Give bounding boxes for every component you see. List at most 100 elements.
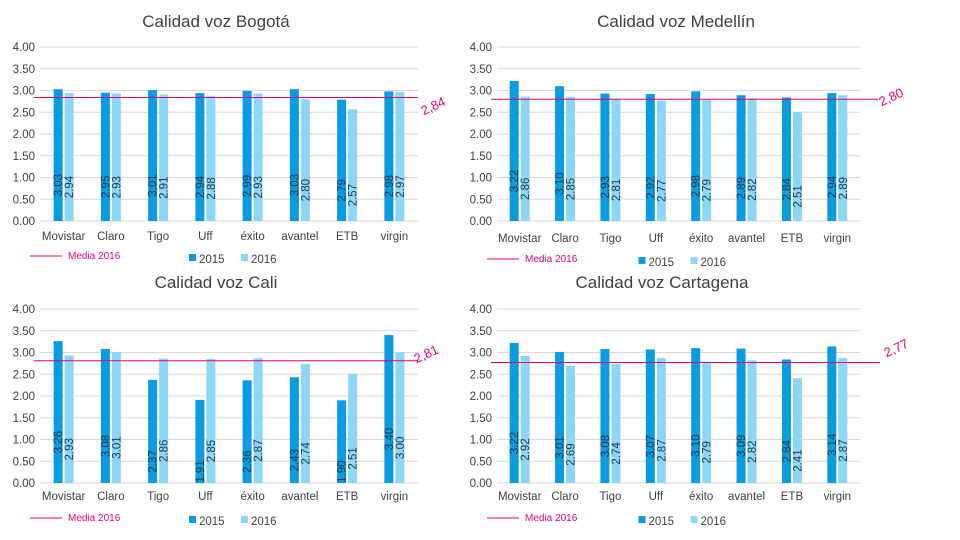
- data-label: 3.10: [555, 172, 567, 194]
- data-label: 1.90: [337, 460, 349, 482]
- bar-2015: [555, 352, 565, 483]
- chart-panel-2: Calidad voz Medellín 0.00 0.50 1.00 1.50 2.00…: [470, 12, 906, 269]
- category-label: Movistar: [42, 491, 86, 503]
- category-label: Uff: [198, 491, 213, 503]
- bar-2016: [253, 358, 263, 483]
- chart-panel-4: Calidad voz Cartagena 0.00 0.50 1.00 1.50 2.0…: [470, 273, 911, 528]
- category-label: virgin: [381, 231, 408, 243]
- bar-2015: [600, 93, 610, 221]
- chart-panel-1: Calidad voz Bogotá 0.00 0.50 1.00 1.50 2.00 2.…: [13, 12, 448, 266]
- data-label: 2.85: [206, 440, 218, 462]
- data-label: 3.01: [148, 174, 160, 196]
- category-label: Uff: [649, 233, 664, 245]
- bar-2016: [520, 96, 530, 221]
- legend-swatch-2016: [690, 257, 698, 264]
- legend-swatch-2015: [189, 516, 196, 523]
- y-tick-label: 3.50: [470, 64, 492, 76]
- mean-value-label: 2,77: [881, 336, 910, 360]
- data-label: 2.51: [792, 185, 804, 207]
- category-label: Tigo: [599, 491, 621, 503]
- data-label: 2.82: [747, 440, 759, 462]
- data-label: 3.14: [827, 433, 839, 456]
- bar-2016: [747, 360, 757, 483]
- legend-swatch-2016: [241, 516, 248, 523]
- bar-2016: [702, 361, 712, 483]
- y-tick-label: 1.00: [13, 173, 35, 185]
- bar-2016: [159, 94, 169, 221]
- category-label: éxito: [689, 233, 713, 245]
- bar-2016: [838, 358, 848, 483]
- data-label: 2.87: [838, 439, 850, 461]
- category-label: avantel: [728, 233, 765, 245]
- chart-panel-3: Calidad voz Cali 0.00 0.50 1.00 1.50 2.00 2.50…: [13, 273, 441, 528]
- data-label: 3.22: [509, 170, 521, 192]
- data-label: 2.74: [300, 442, 312, 465]
- y-tick-label: 2.00: [13, 129, 35, 141]
- legend-label-2015: 2015: [649, 516, 675, 528]
- category-label: ETB: [781, 233, 804, 245]
- bar-2016: [566, 365, 576, 483]
- bar-2015: [781, 359, 791, 483]
- y-tick-label: 1.50: [470, 413, 492, 425]
- bar-2015: [195, 399, 205, 483]
- bar-2016: [206, 359, 216, 483]
- chart-title: Calidad voz Cartagena: [576, 273, 749, 292]
- mean-value-label: 2,84: [418, 94, 447, 118]
- category-label: Claro: [551, 491, 578, 503]
- category-label: virgin: [824, 491, 851, 503]
- bar-2016: [395, 352, 405, 483]
- category-label: avantel: [281, 491, 318, 503]
- data-label: 2.92: [645, 176, 657, 198]
- data-label: 2.74: [611, 442, 623, 465]
- data-label: 2.41: [792, 449, 804, 471]
- bar-2015: [827, 346, 837, 483]
- y-tick-label: 2.00: [470, 391, 492, 403]
- y-tick-label: 1.50: [470, 151, 492, 163]
- data-label: 2.97: [395, 175, 407, 197]
- bar-2015: [148, 379, 158, 483]
- bar-2016: [206, 95, 216, 221]
- legend-label-2016: 2016: [701, 257, 727, 269]
- category-label: éxito: [240, 491, 264, 503]
- legend-label-2015: 2015: [199, 254, 225, 266]
- category-label: Movistar: [42, 231, 86, 243]
- bar-2016: [64, 355, 74, 483]
- category-label: ETB: [336, 231, 359, 243]
- y-tick-label: 3.00: [13, 348, 35, 360]
- bar-2016: [702, 99, 712, 221]
- category-label: ETB: [336, 491, 359, 503]
- y-tick-label: 4.00: [13, 42, 35, 54]
- bar-2015: [53, 341, 63, 483]
- data-label: 2.84: [781, 439, 793, 462]
- y-tick-label: 2.50: [470, 107, 492, 119]
- y-tick-label: 2.50: [13, 369, 35, 381]
- legend-label-2015: 2015: [199, 516, 225, 528]
- category-label: Movistar: [498, 491, 542, 503]
- category-label: virgin: [381, 491, 408, 503]
- data-label: 3.01: [555, 436, 567, 458]
- y-tick-label: 2.50: [13, 107, 35, 119]
- legend-label-2016: 2016: [251, 516, 277, 528]
- data-label: 2.89: [838, 177, 850, 199]
- y-tick-label: 3.50: [13, 326, 35, 338]
- data-label: 3.40: [384, 428, 396, 450]
- data-label: 3.09: [736, 435, 748, 457]
- data-label: 2.92: [520, 438, 532, 460]
- y-tick-label: 3.00: [13, 86, 35, 98]
- bar-2016: [348, 373, 358, 483]
- data-label: 2.80: [300, 179, 312, 201]
- data-label: 2.79: [337, 179, 349, 201]
- data-label: 2.79: [702, 441, 714, 463]
- legend-swatch-2016: [241, 254, 248, 261]
- chart-title: Calidad voz Bogotá: [142, 12, 290, 31]
- bar-2015: [100, 349, 110, 483]
- data-label: 2.98: [384, 175, 396, 197]
- legend-mean-label: Media 2016: [68, 251, 121, 262]
- y-tick-label: 0.00: [13, 216, 35, 228]
- y-tick-label: 0.00: [470, 216, 492, 228]
- data-label: 2.94: [64, 175, 76, 198]
- bar-2015: [337, 400, 347, 483]
- bar-2016: [792, 378, 802, 483]
- y-tick-label: 0.50: [13, 194, 35, 206]
